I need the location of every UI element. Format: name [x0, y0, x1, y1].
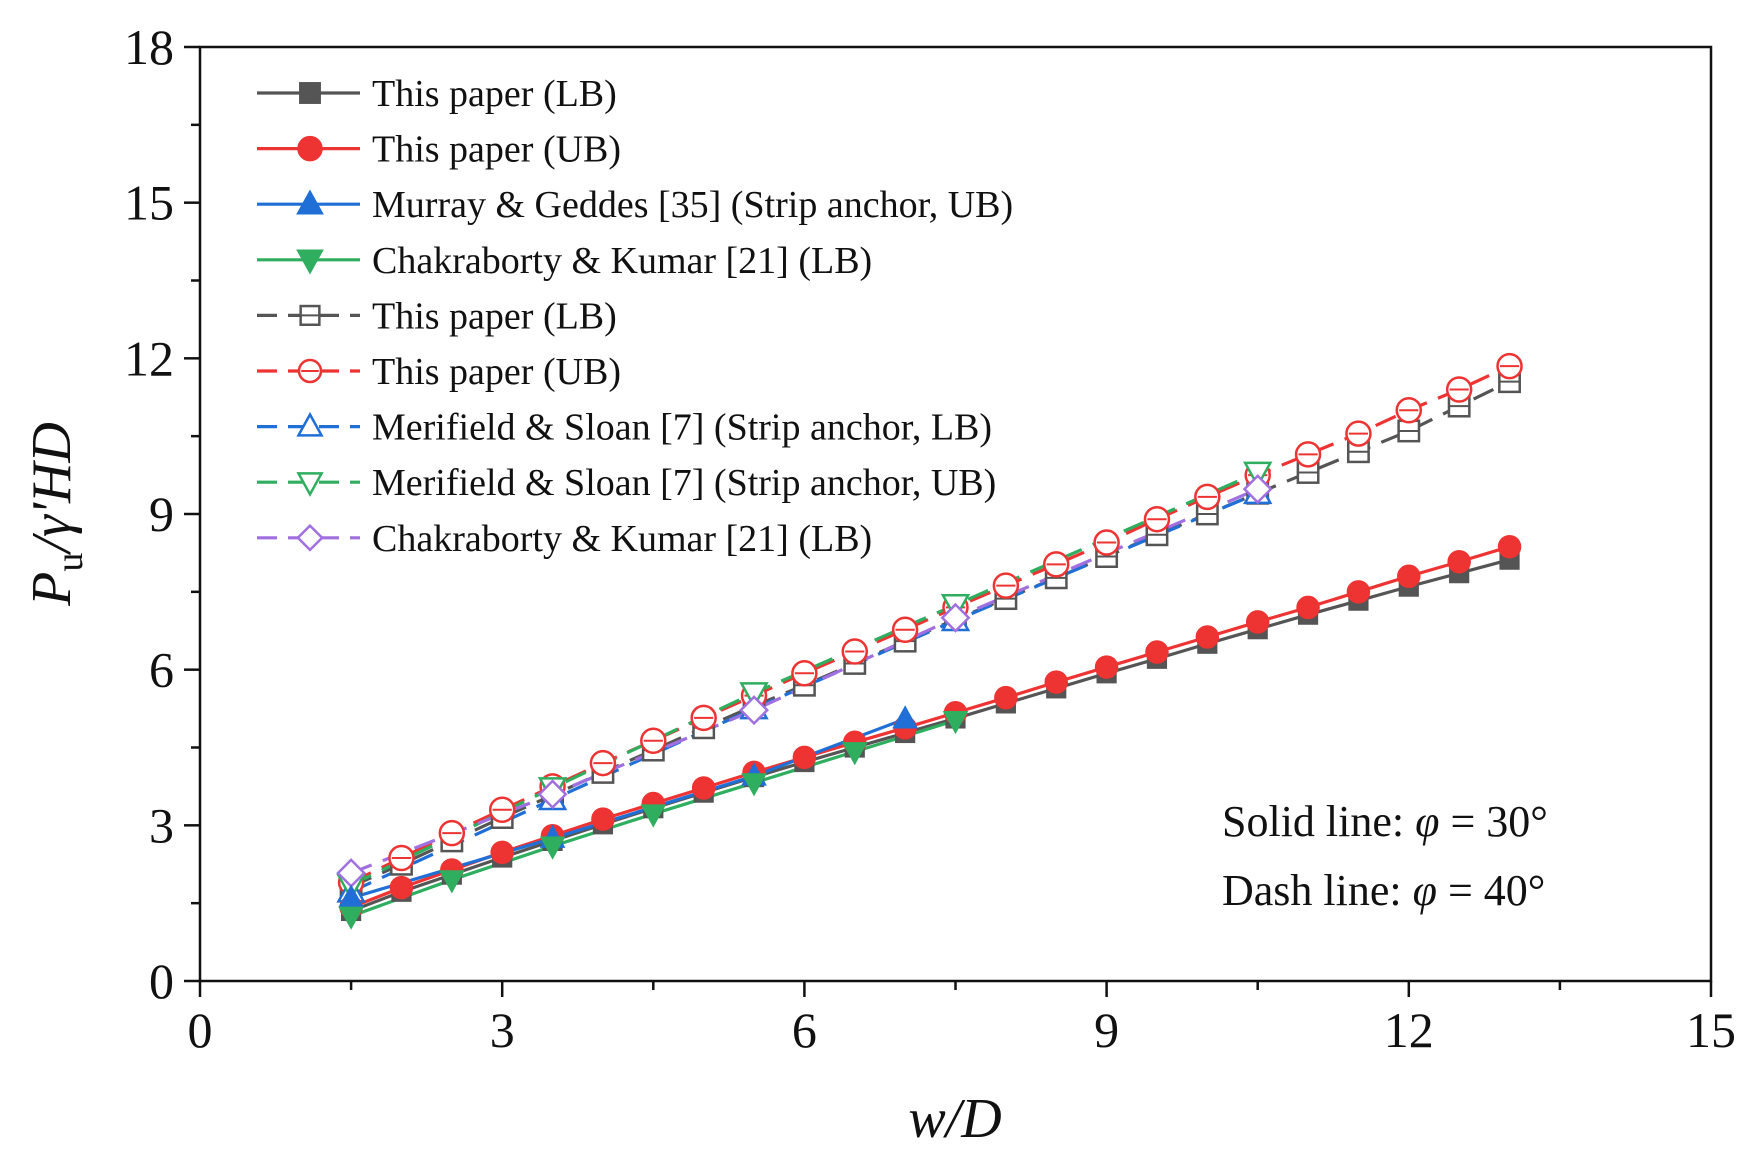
- data-point: [1296, 595, 1320, 620]
- legend-item: Merifield & Sloan [7] (Strip anchor, UB): [257, 462, 996, 504]
- x-tick-label: 15: [1686, 1002, 1736, 1058]
- y-axis-title-base: P: [21, 572, 83, 607]
- legend-marker: [296, 411, 324, 437]
- solid-line-note-prefix: Solid line:: [1222, 797, 1415, 846]
- solid-line-note: Solid line: φ = 30°: [1222, 797, 1548, 846]
- data-point: [1447, 549, 1471, 574]
- legend-item: Chakraborty & Kumar [21] (LB): [257, 518, 872, 560]
- data-point: [942, 710, 969, 735]
- data-point: [1242, 474, 1273, 505]
- data-point: [739, 695, 770, 726]
- y-tick-label: 0: [149, 953, 174, 1009]
- legend-marker: [299, 82, 321, 104]
- y-tick-label: 6: [149, 642, 174, 698]
- legend-item: Chakraborty & Kumar [21] (LB): [257, 240, 872, 282]
- data-point: [1044, 670, 1068, 694]
- legend-marker: [296, 249, 324, 275]
- data-point: [1094, 655, 1119, 679]
- data-point: [1397, 564, 1421, 589]
- legend-label: This paper (LB): [372, 295, 617, 337]
- legend-item: This paper (LB): [257, 73, 617, 115]
- dash-line-note-phi: φ: [1413, 866, 1437, 915]
- y-tick-label: 3: [149, 797, 174, 853]
- y-tick-label: 18: [124, 19, 174, 75]
- data-point: [691, 776, 716, 800]
- legend-item: This paper (UB): [257, 351, 621, 393]
- legend-marker: [296, 523, 324, 552]
- y-axis-title-rest: /γ'HD: [21, 422, 83, 555]
- data-point: [439, 870, 465, 894]
- legend-label: Chakraborty & Kumar [21] (LB): [372, 240, 872, 282]
- data-point: [892, 705, 918, 729]
- ticks: 0 3 6 9 12 15 0 3 6 9 12 15 18: [124, 19, 1736, 1058]
- legend-label: Chakraborty & Kumar [21] (LB): [372, 518, 872, 560]
- data-point: [537, 779, 568, 810]
- legend-marker: [296, 472, 324, 497]
- x-tick-label: 9: [1094, 1002, 1119, 1058]
- data-point: [490, 840, 514, 865]
- data-point: [1145, 640, 1169, 664]
- legend-item: Murray & Geddes [35] (Strip anchor, UB): [257, 184, 1013, 226]
- data-point: [940, 602, 971, 633]
- dash-line-note-value: = 40°: [1437, 866, 1545, 915]
- legend-label: Murray & Geddes [35] (Strip anchor, UB): [372, 184, 1013, 226]
- legend-label: Merifield & Sloan [7] (Strip anchor, UB): [372, 462, 996, 504]
- data-point: [994, 685, 1018, 710]
- data-point: [1245, 610, 1270, 634]
- data-point: [1346, 580, 1371, 604]
- legend-item: This paper (UB): [257, 129, 621, 171]
- legend-label: This paper (UB): [372, 129, 621, 171]
- series-markers-8: [336, 474, 1273, 889]
- data-point: [640, 804, 667, 828]
- y-tick-label: 12: [124, 330, 174, 386]
- data-point: [591, 807, 615, 831]
- y-axis-title-sub: u: [49, 553, 91, 572]
- data-point: [741, 773, 767, 797]
- y-tick-label: 15: [124, 175, 174, 231]
- data-point: [841, 742, 868, 766]
- series-line-0: [350, 558, 1510, 913]
- x-tick-label: 3: [490, 1002, 515, 1058]
- series-markers-3: [338, 710, 969, 930]
- legend-label: Merifield & Sloan [7] (Strip anchor, LB): [372, 407, 992, 449]
- y-tick-label: 9: [149, 486, 174, 542]
- data-point: [389, 875, 414, 900]
- data-point: [1195, 625, 1220, 649]
- data-point: [338, 906, 364, 930]
- x-axis-title: w/D: [908, 1088, 1001, 1150]
- y-axis-title: Pu/γ'HD: [21, 422, 91, 607]
- data-point: [539, 836, 566, 860]
- legend-item: This paper (LB): [257, 295, 617, 337]
- x-tick-label: 12: [1384, 1002, 1434, 1058]
- legend-label: This paper (UB): [372, 351, 621, 393]
- solid-line-note-value: = 30°: [1439, 797, 1547, 846]
- solid-line-note-phi: φ: [1415, 797, 1439, 846]
- dash-line-note-prefix: Dash line:: [1222, 866, 1413, 915]
- x-tick-label: 0: [188, 1002, 213, 1058]
- marker-layer: [336, 352, 1523, 930]
- legend-marker: [296, 189, 324, 215]
- data-point: [739, 682, 769, 709]
- series-line-2: [350, 717, 906, 900]
- data-point: [792, 745, 817, 770]
- data-point: [1497, 534, 1522, 559]
- legend-label: This paper (LB): [372, 73, 617, 115]
- x-tick-label: 6: [792, 1002, 817, 1058]
- legend-item: Merifield & Sloan [7] (Strip anchor, LB): [257, 407, 992, 449]
- legend: This paper (LB) This paper (UB) Murray & G…: [257, 73, 1013, 560]
- legend-marker: [297, 135, 323, 162]
- dash-line-note: Dash line: φ = 40°: [1222, 866, 1545, 915]
